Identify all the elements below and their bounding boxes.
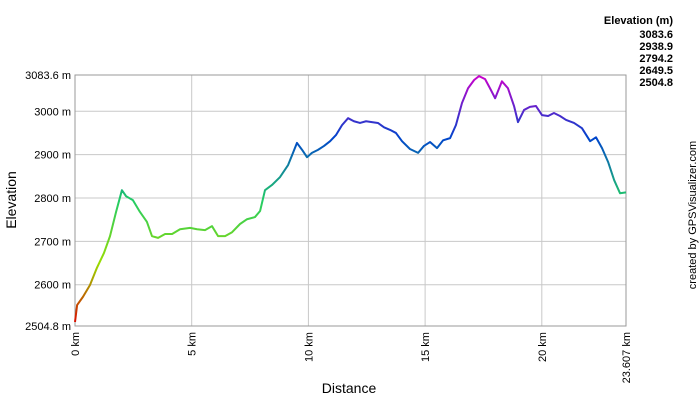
x-tick-label: 0 km (70, 332, 82, 356)
y-tick-label: 3000 m (34, 106, 71, 118)
legend-value: 2649.5 (639, 65, 673, 77)
y-tick-label: 2800 m (34, 193, 71, 205)
x-tick-label: 15 km (420, 332, 432, 362)
legend-value: 2938.9 (639, 41, 673, 53)
y-tick-label: 3083.6 m (25, 70, 71, 82)
x-tick-label: 23.607 km (621, 332, 633, 383)
x-axis-title: Distance (322, 380, 377, 396)
x-tick-label: 5 km (187, 332, 199, 356)
y-tick-label: 2900 m (34, 150, 71, 162)
legend-title: Elevation (m) (604, 15, 673, 27)
x-tick-label: 10 km (303, 332, 315, 362)
y-tick-label: 2600 m (34, 280, 71, 292)
plot-border (74, 74, 627, 327)
legend-value: 2504.8 (639, 77, 673, 89)
y-axis-title: Elevation (3, 171, 19, 229)
credit: created by GPSVisualizer.com (687, 141, 699, 289)
legend-value: 3083.6 (639, 29, 673, 41)
y-tick-label: 2700 m (34, 236, 71, 248)
y-tick-label: 2504.8 m (25, 321, 71, 333)
legend-value: 2794.2 (639, 53, 673, 65)
elevation-line (74, 75, 627, 323)
x-tick-label: 20 km (537, 332, 549, 362)
